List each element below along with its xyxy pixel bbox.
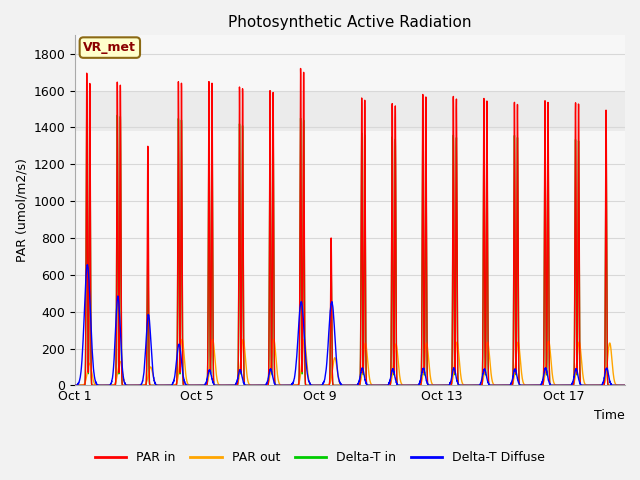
Legend: PAR in, PAR out, Delta-T in, Delta-T Diffuse: PAR in, PAR out, Delta-T in, Delta-T Dif… [90, 446, 550, 469]
PAR in [615, 383, 623, 388]
Text: VR_met: VR_met [83, 41, 136, 54]
PAR in [297, 66, 305, 72]
Delta-T Diffuse [170, 378, 177, 384]
Delta-T in [256, 383, 264, 388]
PAR out [71, 383, 79, 388]
Delta-T Diffuse [256, 383, 264, 388]
PAR out [621, 383, 629, 388]
Delta-T Diffuse [399, 383, 406, 388]
Y-axis label: PAR (umol/m2/s): PAR (umol/m2/s) [15, 158, 28, 262]
Delta-T in [93, 383, 101, 388]
Delta-T in [621, 383, 629, 388]
Delta-T in [170, 383, 177, 388]
PAR in [256, 383, 264, 388]
PAR in [170, 383, 177, 388]
PAR out [399, 382, 406, 388]
PAR out [93, 383, 101, 388]
Bar [75, 91, 625, 131]
Line: PAR out: PAR out [75, 339, 625, 385]
PAR out [163, 383, 170, 388]
Delta-T Diffuse [71, 383, 79, 388]
PAR out [173, 380, 180, 385]
Delta-T in [399, 383, 406, 388]
Line: PAR in: PAR in [75, 69, 625, 385]
Line: Delta-T in: Delta-T in [75, 110, 625, 385]
Delta-T in [71, 383, 79, 388]
PAR out [179, 336, 186, 342]
PAR in [71, 383, 79, 388]
Delta-T in [173, 376, 180, 382]
PAR in [173, 379, 180, 384]
PAR in [93, 383, 101, 388]
Delta-T Diffuse [621, 383, 629, 388]
PAR out [170, 383, 177, 388]
Delta-T Diffuse [615, 383, 623, 388]
Title: Photosynthetic Active Radiation: Photosynthetic Active Radiation [228, 15, 472, 30]
PAR in [621, 383, 629, 388]
Line: Delta-T Diffuse: Delta-T Diffuse [75, 265, 625, 385]
PAR in [399, 383, 406, 388]
Delta-T Diffuse [84, 262, 92, 268]
Delta-T Diffuse [173, 354, 180, 360]
Delta-T in [615, 383, 623, 388]
PAR out [615, 383, 623, 388]
Delta-T in [83, 107, 90, 113]
X-axis label: Time: Time [595, 409, 625, 422]
Delta-T Diffuse [93, 382, 101, 388]
PAR out [256, 383, 264, 388]
